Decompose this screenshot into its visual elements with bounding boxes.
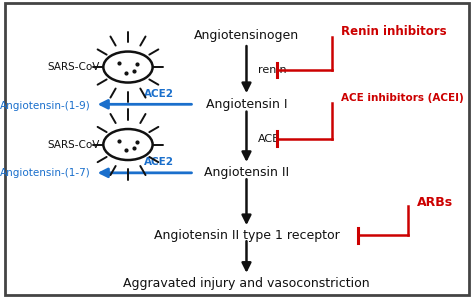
Text: SARS-CoV: SARS-CoV	[47, 139, 100, 150]
Text: SARS-CoV: SARS-CoV	[47, 62, 100, 72]
Text: Angiotensinogen: Angiotensinogen	[194, 29, 299, 42]
Text: renin: renin	[258, 65, 287, 75]
Text: ARBs: ARBs	[417, 196, 453, 209]
Text: Angiotensin II type 1 receptor: Angiotensin II type 1 receptor	[154, 229, 339, 242]
Text: ACE: ACE	[258, 134, 281, 144]
Text: ACE inhibitors (ACEI): ACE inhibitors (ACEI)	[341, 93, 464, 103]
Text: ACE2: ACE2	[144, 157, 174, 167]
Text: Angiotensin I: Angiotensin I	[206, 98, 287, 111]
Text: ACE2: ACE2	[144, 89, 174, 99]
Text: Aggravated injury and vasoconstriction: Aggravated injury and vasoconstriction	[123, 277, 370, 290]
Text: Renin inhibitors: Renin inhibitors	[341, 25, 447, 38]
Text: Angiotensin-(1-7): Angiotensin-(1-7)	[0, 168, 91, 178]
Text: Angiotensin-(1-9): Angiotensin-(1-9)	[0, 101, 91, 111]
Text: Angiotensin II: Angiotensin II	[204, 166, 289, 179]
